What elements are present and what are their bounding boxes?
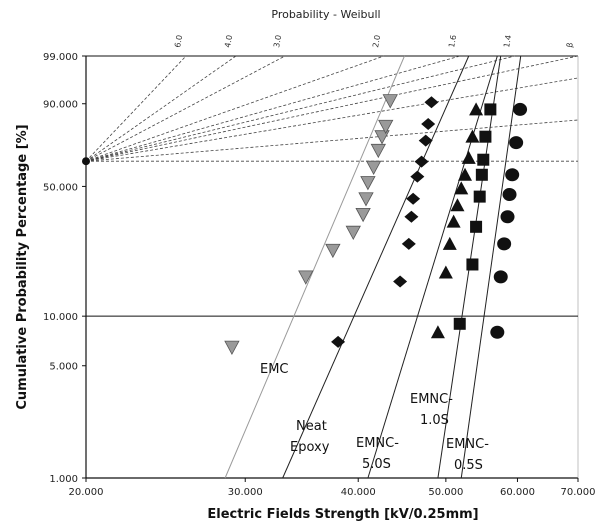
series-label: Neat (296, 419, 327, 434)
data-point-diamond (393, 275, 408, 288)
data-point-diamond (424, 96, 439, 109)
data-point-triangle-down (345, 225, 361, 241)
data-point-circle (500, 210, 515, 224)
data-point-circle (513, 102, 528, 116)
y-tick-label: 5.000 (49, 362, 78, 373)
shape-scale-label: 2.0 (371, 34, 382, 48)
data-point-triangle-down (365, 160, 382, 176)
chart-title: Probability - Weibull (271, 8, 380, 21)
shape-scale-ray (85, 77, 579, 162)
y-tick-label: 50.000 (43, 182, 78, 193)
data-point-square (466, 258, 479, 271)
data-point-square (453, 317, 466, 330)
data-point-triangle-up (469, 102, 484, 116)
series-label: EMNC- (410, 392, 453, 407)
data-point-square (484, 103, 497, 116)
data-point-diamond (404, 210, 419, 223)
shape-scale-label: 3.0 (272, 34, 283, 48)
data-point-triangle-up (458, 167, 473, 181)
data-point-triangle-down (224, 340, 240, 355)
x-tick-label: 30.000 (228, 487, 263, 498)
y-tick-label: 1.000 (49, 474, 78, 485)
data-point-diamond (401, 237, 416, 250)
data-point-triangle-up (461, 150, 476, 164)
data-point-triangle-up (430, 325, 445, 339)
series-label: EMNC- (446, 437, 489, 452)
data-point-square (475, 168, 488, 181)
shape-scale-label: 4.0 (223, 34, 234, 48)
y-axis-label: Cumulative Probability Percentage [%] (15, 124, 30, 409)
y-tick-label: 90.000 (43, 100, 78, 111)
data-point-diamond (421, 118, 436, 131)
data-point-diamond (414, 155, 429, 168)
data-point-circle (490, 325, 505, 339)
data-point-circle (505, 168, 520, 182)
series-label: EMNC- (356, 436, 399, 451)
data-point-circle (497, 237, 512, 251)
data-point-diamond (418, 134, 433, 147)
data-point-triangle-down (374, 130, 390, 145)
fit-line (224, 55, 405, 479)
shape-scale-ray (85, 55, 516, 162)
data-point-square (470, 220, 483, 233)
shape-scale-ray (85, 55, 385, 162)
fit-line (367, 55, 498, 479)
series-label: EMC (260, 362, 289, 377)
fit-line (282, 55, 470, 479)
x-tick-label: 70.000 (561, 487, 596, 498)
y-tick-label: 10.000 (43, 312, 78, 323)
data-point-square (479, 130, 492, 143)
shape-scale-ray (85, 119, 579, 162)
data-point-square (477, 153, 490, 166)
data-point-triangle-up (454, 181, 469, 195)
data-point-circle (502, 188, 517, 202)
data-point-diamond (331, 335, 346, 348)
x-tick-label: 20.000 (69, 487, 104, 498)
shape-scale-ray (85, 55, 286, 162)
shape-scale-label: 1.6 (447, 34, 458, 48)
x-tick-label: 60.000 (500, 487, 535, 498)
data-point-triangle-up (446, 214, 461, 228)
x-axis-label: Electric Fields Strength [kV/0.25mm] (207, 507, 478, 522)
data-point-triangle-up (450, 198, 465, 212)
series-label: 5.0S (362, 457, 391, 472)
data-point-square (473, 190, 486, 203)
data-point-circle (509, 136, 524, 150)
data-point-diamond (410, 170, 425, 183)
series-label: 0.5S (454, 458, 483, 473)
y-tick-label: 99.000 (43, 52, 78, 63)
shape-scale-ray (85, 55, 579, 162)
data-point-triangle-down (325, 243, 341, 259)
shape-scale-label: β (565, 42, 575, 49)
shape-scale-ray (85, 55, 237, 162)
shape-scale-label: 1.4 (502, 34, 513, 48)
data-point-triangle-down (370, 143, 386, 159)
x-tick-label: 40.000 (341, 487, 376, 498)
series-label: Epoxy (290, 440, 330, 455)
data-point-triangle-down (358, 192, 374, 207)
data-point-triangle-down (360, 176, 376, 191)
data-point-triangle-up (465, 129, 480, 143)
data-point-triangle-down (298, 270, 314, 285)
data-point-triangle-down (378, 119, 394, 135)
data-point-triangle-up (438, 265, 453, 279)
series-label: 1.0S (420, 413, 449, 428)
x-tick-label: 50.000 (428, 487, 463, 498)
data-point-triangle-down (382, 94, 398, 109)
data-point-circle (493, 270, 508, 284)
data-point-diamond (406, 192, 421, 205)
shape-scale-label: 6.0 (173, 34, 184, 48)
data-point-triangle-down (355, 207, 371, 223)
shape-scale-pivot (82, 157, 90, 166)
shape-scale-ray (85, 55, 187, 162)
fit-line (460, 55, 522, 479)
data-point-triangle-up (442, 236, 457, 250)
